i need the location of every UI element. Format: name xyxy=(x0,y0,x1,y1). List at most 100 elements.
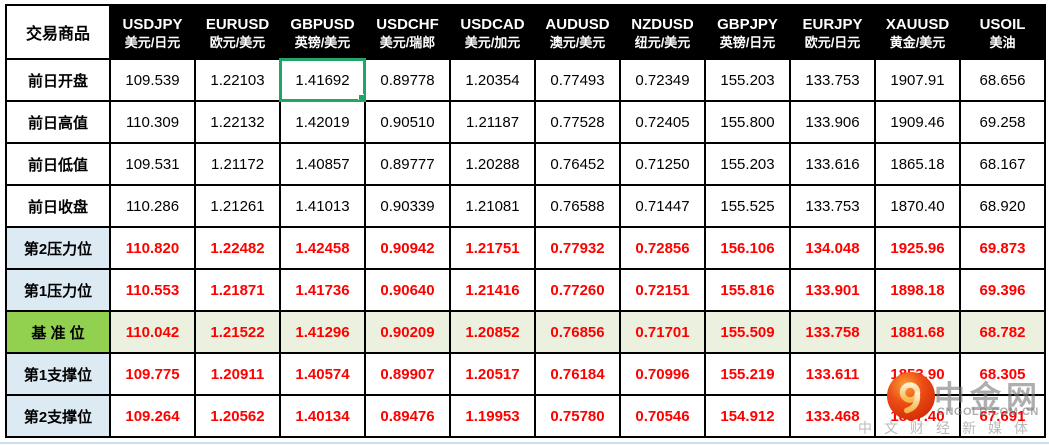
cell-NZDUSD-row8[interactable]: 0.70546 xyxy=(619,394,706,438)
cell-XAUUSD-row5[interactable]: 1898.18 xyxy=(874,268,961,312)
row-label[interactable]: 第2支撑位 xyxy=(5,394,111,438)
cell-AUDUSD-row4[interactable]: 0.77932 xyxy=(534,226,621,270)
column-header-XAUUSD[interactable]: XAUUSD 黄金/美元 xyxy=(874,4,961,60)
cell-EURUSD-row2[interactable]: 1.21172 xyxy=(194,142,281,186)
cell-GBPUSD-row4[interactable]: 1.42458 xyxy=(279,226,366,270)
row-label[interactable]: 前日高值 xyxy=(5,100,111,144)
cell-EURUSD-row7[interactable]: 1.20911 xyxy=(194,352,281,396)
cell-EURUSD-row8[interactable]: 1.20562 xyxy=(194,394,281,438)
cell-USOIL-row7[interactable]: 68.305 xyxy=(959,352,1046,396)
cell-AUDUSD-row3[interactable]: 0.76588 xyxy=(534,184,621,228)
cell-XAUUSD-row2[interactable]: 1865.18 xyxy=(874,142,961,186)
cell-GBPUSD-row8[interactable]: 1.40134 xyxy=(279,394,366,438)
cell-GBPUSD-row1[interactable]: 1.42019 xyxy=(279,100,366,144)
cell-GBPUSD-row7[interactable]: 1.40574 xyxy=(279,352,366,396)
row-label[interactable]: 前日开盘 xyxy=(5,58,111,102)
cell-EURUSD-row3[interactable]: 1.21261 xyxy=(194,184,281,228)
cell-EURJPY-row3[interactable]: 133.753 xyxy=(789,184,876,228)
cell-XAUUSD-row6[interactable]: 1881.68 xyxy=(874,310,961,354)
cell-EURUSD-row4[interactable]: 1.22482 xyxy=(194,226,281,270)
cell-EURUSD-row1[interactable]: 1.22132 xyxy=(194,100,281,144)
column-header-GBPJPY[interactable]: GBPJPY 英镑/日元 xyxy=(704,4,791,60)
cell-GBPJPY-row5[interactable]: 155.816 xyxy=(704,268,791,312)
column-header-AUDUSD[interactable]: AUDUSD 澳元/美元 xyxy=(534,4,621,60)
cell-USDCAD-row2[interactable]: 1.20288 xyxy=(449,142,536,186)
selection-fill-handle[interactable] xyxy=(358,94,363,99)
cell-USDJPY-row7[interactable]: 109.775 xyxy=(109,352,196,396)
cell-NZDUSD-row5[interactable]: 0.72151 xyxy=(619,268,706,312)
cell-USOIL-row4[interactable]: 69.873 xyxy=(959,226,1046,270)
cell-NZDUSD-row6[interactable]: 0.71701 xyxy=(619,310,706,354)
cell-USDJPY-row2[interactable]: 109.531 xyxy=(109,142,196,186)
cell-EURJPY-row2[interactable]: 133.616 xyxy=(789,142,876,186)
cell-AUDUSD-row7[interactable]: 0.76184 xyxy=(534,352,621,396)
cell-USDCAD-row4[interactable]: 1.21751 xyxy=(449,226,536,270)
cell-EURJPY-row1[interactable]: 133.906 xyxy=(789,100,876,144)
cell-GBPJPY-row6[interactable]: 155.509 xyxy=(704,310,791,354)
cell-USDJPY-row8[interactable]: 109.264 xyxy=(109,394,196,438)
cell-USDCAD-row0[interactable]: 1.20354 xyxy=(449,58,536,102)
cell-AUDUSD-row8[interactable]: 0.75780 xyxy=(534,394,621,438)
cell-GBPJPY-row7[interactable]: 155.219 xyxy=(704,352,791,396)
cell-AUDUSD-row5[interactable]: 0.77260 xyxy=(534,268,621,312)
cell-NZDUSD-row3[interactable]: 0.71447 xyxy=(619,184,706,228)
cell-AUDUSD-row0[interactable]: 0.77493 xyxy=(534,58,621,102)
cell-XAUUSD-row0[interactable]: 1907.91 xyxy=(874,58,961,102)
cell-NZDUSD-row4[interactable]: 0.72856 xyxy=(619,226,706,270)
cell-USDJPY-row4[interactable]: 110.820 xyxy=(109,226,196,270)
cell-XAUUSD-row1[interactable]: 1909.46 xyxy=(874,100,961,144)
cell-GBPUSD-row3[interactable]: 1.41013 xyxy=(279,184,366,228)
cell-USDCHF-row0[interactable]: 0.89778 xyxy=(364,58,451,102)
row-label[interactable]: 第1支撑位 xyxy=(5,352,111,396)
cell-USDCHF-row2[interactable]: 0.89777 xyxy=(364,142,451,186)
cell-USOIL-row1[interactable]: 69.258 xyxy=(959,100,1046,144)
cell-NZDUSD-row7[interactable]: 0.70996 xyxy=(619,352,706,396)
cell-USOIL-row5[interactable]: 69.396 xyxy=(959,268,1046,312)
column-header-GBPUSD[interactable]: GBPUSD 英镑/美元 xyxy=(279,4,366,60)
cell-NZDUSD-row0[interactable]: 0.72349 xyxy=(619,58,706,102)
cell-USDCHF-row6[interactable]: 0.90209 xyxy=(364,310,451,354)
column-header-USDCHF[interactable]: USDCHF 美元/瑞郎 xyxy=(364,4,451,60)
cell-USDCAD-row6[interactable]: 1.20852 xyxy=(449,310,536,354)
cell-USDCHF-row3[interactable]: 0.90339 xyxy=(364,184,451,228)
cell-GBPUSD-row6[interactable]: 1.41296 xyxy=(279,310,366,354)
cell-USDJPY-row5[interactable]: 110.553 xyxy=(109,268,196,312)
column-header-USDJPY[interactable]: USDJPY 美元/日元 xyxy=(109,4,196,60)
corner-header-cell[interactable]: 交易商品 xyxy=(5,4,111,60)
cell-USDCHF-row8[interactable]: 0.89476 xyxy=(364,394,451,438)
cell-USDJPY-row0[interactable]: 109.539 xyxy=(109,58,196,102)
column-header-USDCAD[interactable]: USDCAD 美元/加元 xyxy=(449,4,536,60)
row-label[interactable]: 第1压力位 xyxy=(5,268,111,312)
cell-EURUSD-row6[interactable]: 1.21522 xyxy=(194,310,281,354)
cell-GBPJPY-row0[interactable]: 155.203 xyxy=(704,58,791,102)
cell-USOIL-row2[interactable]: 68.167 xyxy=(959,142,1046,186)
column-header-EURUSD[interactable]: EURUSD 欧元/美元 xyxy=(194,4,281,60)
cell-USDJPY-row1[interactable]: 110.309 xyxy=(109,100,196,144)
cell-USOIL-row3[interactable]: 68.920 xyxy=(959,184,1046,228)
cell-EURJPY-row8[interactable]: 133.468 xyxy=(789,394,876,438)
row-label[interactable]: 前日低值 xyxy=(5,142,111,186)
cell-GBPJPY-row4[interactable]: 156.106 xyxy=(704,226,791,270)
cell-USDCAD-row1[interactable]: 1.21187 xyxy=(449,100,536,144)
cell-USDCAD-row3[interactable]: 1.21081 xyxy=(449,184,536,228)
cell-USDJPY-row6[interactable]: 110.042 xyxy=(109,310,196,354)
cell-EURUSD-row5[interactable]: 1.21871 xyxy=(194,268,281,312)
column-header-NZDUSD[interactable]: NZDUSD 纽元/美元 xyxy=(619,4,706,60)
cell-USDJPY-row3[interactable]: 110.286 xyxy=(109,184,196,228)
cell-USOIL-row6[interactable]: 68.782 xyxy=(959,310,1046,354)
cell-NZDUSD-row2[interactable]: 0.71250 xyxy=(619,142,706,186)
row-label[interactable]: 前日收盘 xyxy=(5,184,111,228)
cell-USDCAD-row8[interactable]: 1.19953 xyxy=(449,394,536,438)
cell-USDCHF-row4[interactable]: 0.90942 xyxy=(364,226,451,270)
cell-EURJPY-row0[interactable]: 133.753 xyxy=(789,58,876,102)
cell-NZDUSD-row1[interactable]: 0.72405 xyxy=(619,100,706,144)
column-header-USOIL[interactable]: USOIL 美油 xyxy=(959,4,1046,60)
cell-AUDUSD-row2[interactable]: 0.76452 xyxy=(534,142,621,186)
row-label[interactable]: 第2压力位 xyxy=(5,226,111,270)
cell-GBPUSD-row0[interactable]: 1.41692 xyxy=(279,58,366,102)
cell-USDCAD-row7[interactable]: 1.20517 xyxy=(449,352,536,396)
cell-USDCHF-row5[interactable]: 0.90640 xyxy=(364,268,451,312)
cell-XAUUSD-row4[interactable]: 1925.96 xyxy=(874,226,961,270)
cell-GBPJPY-row2[interactable]: 155.203 xyxy=(704,142,791,186)
cell-USOIL-row8[interactable]: 67.691 xyxy=(959,394,1046,438)
